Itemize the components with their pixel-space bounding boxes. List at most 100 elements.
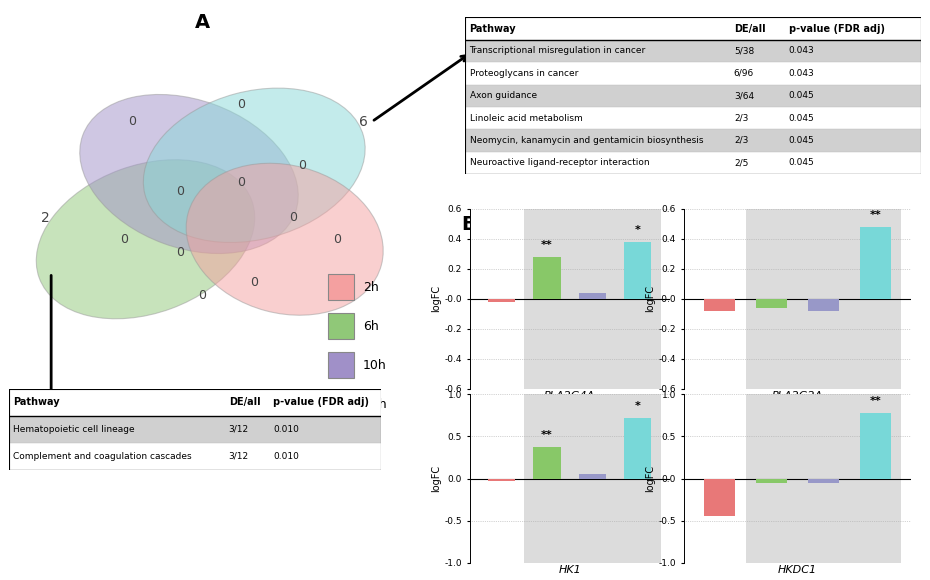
Text: Axon guidance: Axon guidance xyxy=(470,91,537,100)
Text: DE/all: DE/all xyxy=(734,24,765,34)
Text: 24h: 24h xyxy=(363,398,387,411)
Bar xyxy=(746,394,901,563)
Text: 6/96: 6/96 xyxy=(734,69,754,78)
Bar xyxy=(465,17,921,40)
Bar xyxy=(525,209,660,389)
Ellipse shape xyxy=(80,95,299,253)
X-axis label: HKDC1: HKDC1 xyxy=(777,566,817,575)
Bar xyxy=(465,62,921,85)
Text: 0: 0 xyxy=(237,176,246,189)
Y-axis label: logFC: logFC xyxy=(645,465,656,492)
Text: A: A xyxy=(194,13,209,32)
Bar xyxy=(465,129,921,151)
Text: 0: 0 xyxy=(250,276,259,289)
Text: 0: 0 xyxy=(128,115,137,128)
X-axis label: PLA2G2A: PLA2G2A xyxy=(772,392,823,401)
Bar xyxy=(746,209,901,389)
Text: *: * xyxy=(635,224,641,234)
Text: 0: 0 xyxy=(299,159,306,172)
Text: **: ** xyxy=(541,430,552,440)
Text: 0.043: 0.043 xyxy=(789,69,815,78)
Text: 3/12: 3/12 xyxy=(229,425,249,434)
Bar xyxy=(578,474,606,478)
X-axis label: PLA2G4A: PLA2G4A xyxy=(544,392,595,401)
Text: 3/64: 3/64 xyxy=(734,91,754,100)
Text: p-value (FDR adj): p-value (FDR adj) xyxy=(273,397,369,407)
Bar xyxy=(704,299,736,311)
Text: Neomycin, kanamycin and gentamicin biosynthesis: Neomycin, kanamycin and gentamicin biosy… xyxy=(470,136,703,145)
Bar xyxy=(465,40,921,62)
Bar xyxy=(488,299,515,302)
Text: 0: 0 xyxy=(177,185,184,198)
Text: 5/38: 5/38 xyxy=(734,46,754,56)
Text: 6: 6 xyxy=(359,115,367,129)
Text: 0.043: 0.043 xyxy=(789,46,815,56)
Bar xyxy=(578,293,606,299)
Text: 3/12: 3/12 xyxy=(229,452,249,461)
Text: Neuroactive ligand-receptor interaction: Neuroactive ligand-receptor interaction xyxy=(470,158,649,167)
Text: Complement and coagulation cascades: Complement and coagulation cascades xyxy=(13,452,192,461)
Ellipse shape xyxy=(186,164,383,315)
X-axis label: HK1: HK1 xyxy=(558,566,581,575)
Bar xyxy=(465,85,921,107)
Text: Transcriptional misregulation in cancer: Transcriptional misregulation in cancer xyxy=(470,46,645,56)
Bar xyxy=(624,418,651,478)
Text: Pathway: Pathway xyxy=(470,24,516,34)
Text: p-value (FDR adj): p-value (FDR adj) xyxy=(789,24,884,34)
Bar xyxy=(756,299,787,307)
Text: 0: 0 xyxy=(198,289,206,302)
Text: 0: 0 xyxy=(289,211,298,224)
Bar xyxy=(465,151,921,174)
Bar xyxy=(328,392,354,418)
Y-axis label: logFC: logFC xyxy=(645,285,656,312)
Bar xyxy=(465,107,921,129)
Text: **: ** xyxy=(541,240,552,249)
Text: 0.045: 0.045 xyxy=(789,158,815,167)
Text: *: * xyxy=(635,401,641,411)
Text: 0.045: 0.045 xyxy=(789,136,815,145)
Bar xyxy=(808,478,839,483)
Bar xyxy=(9,443,381,470)
Text: Linoleic acid metabolism: Linoleic acid metabolism xyxy=(470,114,582,122)
Y-axis label: logFC: logFC xyxy=(432,465,442,492)
Text: 2: 2 xyxy=(41,211,50,224)
Text: B: B xyxy=(461,215,476,234)
Bar xyxy=(328,274,354,300)
Text: 6h: 6h xyxy=(363,320,379,333)
Text: 0: 0 xyxy=(333,233,341,246)
Bar xyxy=(756,478,787,483)
Text: 2/3: 2/3 xyxy=(734,114,749,122)
Text: 10h: 10h xyxy=(363,359,387,372)
Text: 2/5: 2/5 xyxy=(734,158,749,167)
Text: 0.010: 0.010 xyxy=(273,452,299,461)
Text: DE/all: DE/all xyxy=(229,397,260,407)
Text: **: ** xyxy=(870,209,881,220)
Text: Pathway: Pathway xyxy=(13,397,60,407)
Bar xyxy=(533,257,561,299)
Bar xyxy=(859,227,891,299)
Text: 0.045: 0.045 xyxy=(789,114,815,122)
Text: **: ** xyxy=(870,396,881,406)
Bar xyxy=(9,389,381,416)
Text: 2/3: 2/3 xyxy=(734,136,749,145)
Bar xyxy=(488,478,515,481)
Text: Proteoglycans in cancer: Proteoglycans in cancer xyxy=(470,69,578,78)
Bar xyxy=(533,447,561,478)
Bar xyxy=(328,352,354,378)
Bar xyxy=(624,242,651,299)
Bar xyxy=(808,299,839,311)
Bar xyxy=(9,416,381,443)
Bar xyxy=(859,413,891,478)
Bar xyxy=(328,313,354,339)
Ellipse shape xyxy=(143,88,365,242)
Text: 0: 0 xyxy=(177,246,184,259)
Text: 2h: 2h xyxy=(363,281,379,293)
Text: Hematopoietic cell lineage: Hematopoietic cell lineage xyxy=(13,425,135,434)
Bar xyxy=(704,478,736,516)
Bar xyxy=(525,394,660,563)
Text: 0: 0 xyxy=(237,98,246,111)
Text: 0.045: 0.045 xyxy=(789,91,815,100)
Y-axis label: logFC: logFC xyxy=(432,285,442,312)
Text: 0: 0 xyxy=(120,233,127,246)
Ellipse shape xyxy=(36,160,255,319)
